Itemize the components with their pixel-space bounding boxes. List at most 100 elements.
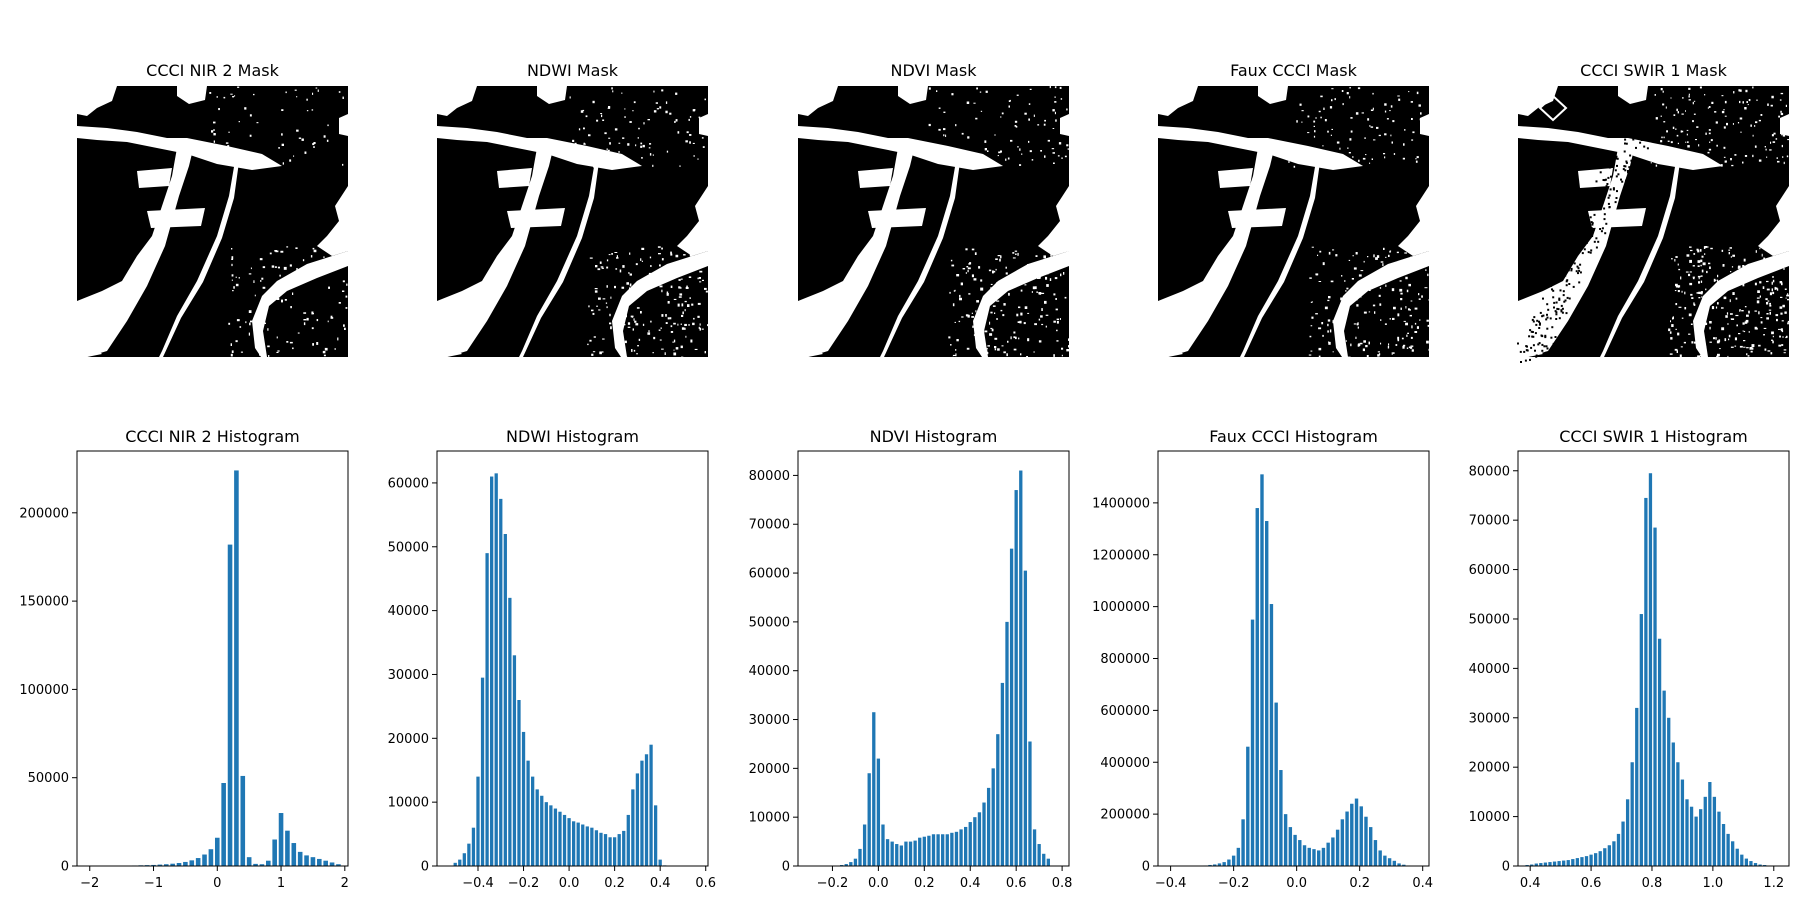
histogram-bar (208, 849, 214, 866)
histogram-bar (1279, 770, 1283, 866)
x-tick-label: −0.4 (1155, 876, 1187, 891)
histogram-bar (476, 776, 480, 866)
histogram-bar (1359, 806, 1363, 866)
y-tick-label: 0 (421, 860, 429, 875)
y-tick-label: 50000 (749, 615, 790, 630)
histogram-bar (1612, 841, 1616, 866)
histogram-bar (336, 864, 341, 866)
histogram-bar (485, 553, 489, 866)
histogram-panel: NDWI Histogram −0.4 −0.2 0.0 0.2 0.4 0.6 0 10000… (388, 427, 716, 891)
histogram-bar (1335, 829, 1340, 866)
histogram-bar (622, 830, 626, 866)
histogram-bar (1552, 861, 1557, 866)
histogram-bar (1557, 861, 1561, 866)
histogram-bar (512, 655, 517, 866)
histogram-bar (862, 824, 867, 866)
histogram-bar (170, 863, 175, 866)
histogram-title: NDWI Histogram (506, 427, 639, 446)
mask-title: NDVI Mask (891, 61, 978, 80)
x-tick-label: 0.0 (559, 876, 580, 891)
histogram-bar (1534, 863, 1538, 866)
y-tick-label: 100000 (19, 683, 69, 698)
histogram-bar (157, 864, 163, 866)
mask-title: CCCI SWIR 1 Mask (1580, 61, 1727, 80)
histogram-bar (1042, 853, 1046, 866)
mask-title: NDWI Mask (527, 61, 619, 80)
histogram-bar (991, 768, 995, 866)
histogram-title: CCCI NIR 2 Histogram (125, 427, 299, 446)
y-tick-label: 60000 (749, 567, 790, 582)
y-tick-label: 30000 (1469, 711, 1510, 726)
histogram-bar (1317, 850, 1321, 866)
histogram-bar (608, 837, 612, 866)
histogram-bar (858, 848, 862, 866)
histogram-bar (881, 824, 885, 866)
histogram-bar (658, 859, 662, 866)
histogram-bar (603, 834, 608, 866)
histogram-bar (1571, 859, 1575, 866)
x-tick-label: 0.2 (604, 876, 625, 891)
histogram-bar (849, 862, 853, 866)
histogram-bar (1298, 840, 1302, 866)
histogram-bar (1217, 863, 1222, 866)
histogram-bar (1671, 742, 1675, 866)
x-tick-label: −0.2 (817, 876, 849, 891)
histogram-panel: NDVI Histogram −0.2 0.0 0.2 0.4 0.6 0.8 0 10000 2… (749, 427, 1073, 891)
histogram-bar (1584, 856, 1589, 866)
histogram-bar (304, 855, 309, 866)
histogram-bar (982, 802, 986, 866)
y-tick-label: 0 (782, 860, 790, 875)
histogram-bar (653, 805, 658, 866)
histogram-bar (1594, 853, 1598, 866)
y-tick-label: 10000 (388, 796, 429, 811)
histogram-bar (1603, 848, 1607, 866)
histogram-bar (1283, 814, 1288, 867)
histogram-bar (1630, 762, 1634, 866)
histogram-bar (246, 857, 252, 866)
histogram-bar (904, 841, 908, 866)
histogram-bar (612, 837, 617, 866)
histogram-bar (1676, 762, 1680, 866)
histogram-bar (594, 830, 599, 866)
histogram-bar (202, 854, 207, 866)
histogram-bar (1648, 473, 1653, 866)
histogram-bar (585, 826, 589, 866)
histogram-bar (517, 700, 521, 866)
x-tick-label: 0 (213, 876, 221, 891)
histogram-bar (931, 834, 936, 866)
histogram-bar (1392, 860, 1397, 866)
histogram-bar (964, 826, 968, 866)
histogram-bar (323, 860, 328, 866)
y-tick-label: 1000000 (1092, 600, 1150, 615)
histogram-bar (1293, 834, 1297, 867)
histogram-bar (1387, 858, 1392, 866)
x-tick-label: −1 (144, 876, 163, 891)
histogram-title: Faux CCCI Histogram (1209, 427, 1378, 446)
histogram-bar (453, 862, 457, 866)
histogram-bar (259, 864, 265, 866)
y-tick-label: 70000 (1469, 514, 1510, 529)
histogram-bar (1598, 851, 1602, 866)
mask-image (1517, 86, 1792, 363)
x-tick-label: 0.4 (1412, 876, 1433, 891)
histogram-bar (329, 862, 335, 866)
x-tick-label: 0.6 (1006, 876, 1027, 891)
histogram-bar (1749, 861, 1753, 866)
y-tick-label: 60000 (1469, 563, 1510, 578)
histogram-bar (490, 476, 494, 866)
y-tick-label: 200000 (1100, 808, 1150, 823)
y-tick-label: 70000 (749, 518, 790, 533)
histogram-bar (221, 783, 226, 866)
histogram-bar (936, 834, 940, 866)
histogram-bar (183, 861, 188, 866)
histogram-bar (1354, 798, 1359, 866)
histogram-bar (499, 498, 503, 866)
histogram-bar (285, 830, 290, 866)
histogram-bar (1580, 857, 1584, 866)
histogram-bar (272, 839, 277, 866)
histogram-bar (1241, 819, 1245, 866)
histogram-bar (1758, 864, 1762, 866)
histogram-bar (1402, 864, 1406, 866)
histogram-bar (1208, 864, 1212, 866)
histogram-bar (1680, 779, 1685, 866)
